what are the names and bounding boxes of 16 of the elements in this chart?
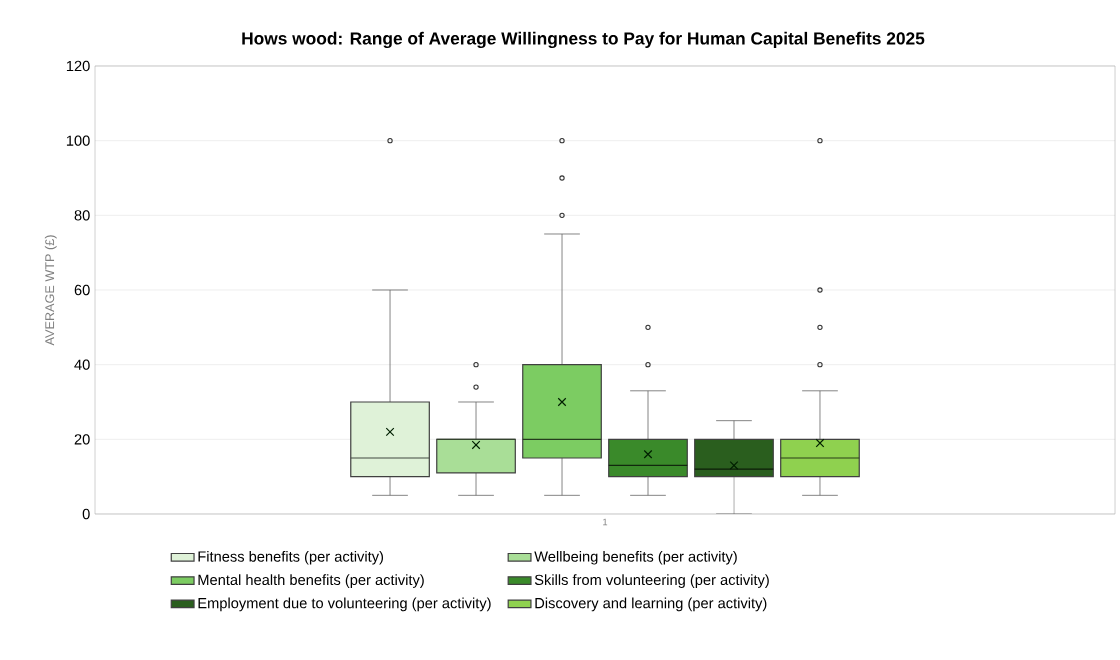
y-tick-label: 120 (66, 60, 90, 72)
y-tick-label: 20 (74, 434, 90, 445)
legend-label: Skills from volunteering (per activity) (534, 574, 769, 588)
y-axis-title: AVERAGE WTP (£) (44, 235, 57, 346)
y-tick-label: 100 (66, 135, 90, 146)
legend-label: Mental health benefits (per activity) (198, 574, 424, 588)
x-tick-label: 1 (603, 518, 608, 526)
legend-label: Employment due to volunteering (per activity) (198, 597, 491, 612)
y-tick-label: 80 (74, 210, 90, 221)
y-tick-label: 0 (82, 508, 90, 520)
y-tick-label: 60 (74, 284, 90, 296)
y-tick-label: 40 (74, 359, 90, 370)
legend-label: Wellbeing benefits (per activity) (534, 550, 737, 565)
legend-label: Discovery and learning (per activity) (535, 597, 767, 612)
legend-label: Fitness benefits (per activity) (198, 550, 384, 565)
chart-title: Hows wood: Range of Average Willingness to Pay for Human Capital Benefits 2025 (242, 31, 925, 49)
